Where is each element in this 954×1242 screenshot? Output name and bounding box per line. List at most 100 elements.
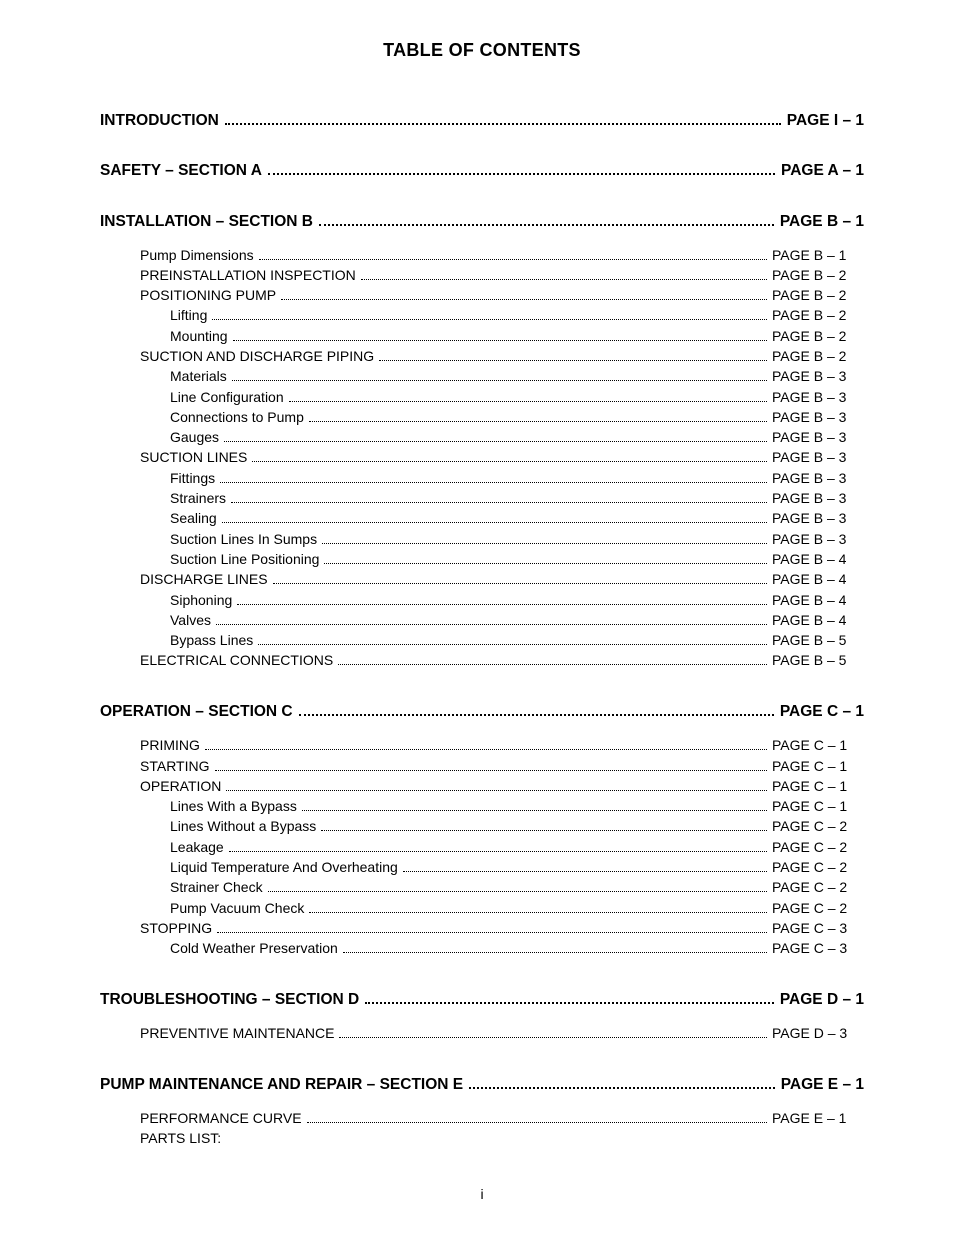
toc-entry-page: PAGE C – 2 — [772, 816, 864, 836]
toc-entry-page: PAGE B – 2 — [772, 326, 864, 346]
leader-dots — [205, 738, 767, 751]
leader-dots — [324, 551, 767, 564]
leader-dots — [365, 989, 774, 1005]
toc-entry-page: PAGE B – 3 — [772, 447, 864, 467]
toc-entry: Valves PAGE B – 4 — [100, 610, 864, 630]
leader-dots — [361, 267, 767, 280]
toc-entry-label: Materials — [170, 366, 227, 386]
toc-entry-label: SUCTION LINES — [140, 447, 247, 467]
toc-entry-page: PAGE C – 1 — [772, 735, 864, 755]
toc-entry-label: PRIMING — [140, 735, 200, 755]
toc-entry-page: PAGE C – 2 — [772, 898, 864, 918]
toc-entry: OPERATIONPAGE C – 1 — [100, 776, 864, 796]
toc-entry-label: Suction Line Positioning — [170, 549, 319, 569]
toc-entry-label: Valves — [170, 610, 211, 630]
toc-entry-label: Fittings — [170, 468, 215, 488]
leader-dots — [233, 328, 767, 341]
toc-entry-page: PAGE B – 5 — [772, 630, 864, 650]
toc-entry-page: PAGE B – 2 — [772, 305, 864, 325]
toc-section-page: PAGE I – 1 — [787, 112, 864, 130]
page-number-footer: i — [100, 1186, 864, 1202]
toc-entry: ELECTRICAL CONNECTIONSPAGE B – 5 — [100, 650, 864, 670]
toc-entry: Fittings PAGE B – 3 — [100, 468, 864, 488]
toc-entry-label: STOPPING — [140, 918, 212, 938]
leader-dots — [232, 369, 767, 382]
toc-entry-label: Siphoning — [170, 590, 232, 610]
toc-entry: LeakagePAGE C – 2 — [100, 837, 864, 857]
toc-entry: Connections to Pump PAGE B – 3 — [100, 407, 864, 427]
toc-entry: Siphoning PAGE B – 4 — [100, 590, 864, 610]
page-title: TABLE OF CONTENTS — [100, 40, 864, 61]
toc-entry: SUCTION LINES PAGE B – 3 — [100, 447, 864, 467]
toc-section-label: OPERATION – SECTION C — [100, 703, 293, 721]
leader-dots — [268, 160, 775, 176]
toc-section-operation: OPERATION – SECTION C PAGE C – 1 — [100, 701, 864, 722]
toc-section-label: SAFETY – SECTION A — [100, 162, 262, 180]
toc-entry-page: PAGE C – 3 — [772, 938, 864, 958]
leader-dots — [226, 778, 767, 791]
toc-entry-page: PAGE B – 3 — [772, 468, 864, 488]
toc-entry-label: Lifting — [170, 305, 207, 325]
toc-entry-page: PAGE E – 1 — [772, 1108, 864, 1128]
leader-dots — [379, 348, 767, 361]
toc-entry-page: PAGE B – 4 — [772, 610, 864, 630]
toc-section-trouble: TROUBLESHOOTING – SECTION D PAGE D – 1 — [100, 989, 864, 1010]
toc-entry-page: PAGE B – 3 — [772, 407, 864, 427]
toc-entries-trouble: PREVENTIVE MAINTENANCEPAGE D – 3 — [100, 1023, 864, 1043]
toc-entry: Lines Without a BypassPAGE C – 2 — [100, 816, 864, 836]
toc-entry-label: PREINSTALLATION INSPECTION — [140, 265, 356, 285]
toc-entry: SUCTION AND DISCHARGE PIPINGPAGE B – 2 — [100, 346, 864, 366]
toc-entry-page: PAGE B – 1 — [772, 245, 864, 265]
leader-dots — [289, 389, 767, 402]
toc-entry-page: PAGE B – 3 — [772, 387, 864, 407]
toc-section-page: PAGE B – 1 — [780, 213, 864, 231]
toc-entry-page: PAGE C – 1 — [772, 776, 864, 796]
leader-dots — [229, 839, 767, 852]
toc-section-page: PAGE E – 1 — [781, 1076, 864, 1094]
toc-entry-page: PAGE B – 3 — [772, 529, 864, 549]
leader-dots — [309, 409, 767, 422]
toc-entry: Suction Line PositioningPAGE B – 4 — [100, 549, 864, 569]
toc-entry-label: Bypass Lines — [170, 630, 253, 650]
toc-entries-operation: PRIMINGPAGE C – 1STARTINGPAGE C – 1OPERA… — [100, 735, 864, 958]
leader-dots — [338, 653, 767, 666]
toc-entry-label: PREVENTIVE MAINTENANCE — [140, 1023, 334, 1043]
toc-entry-label: PERFORMANCE CURVE — [140, 1108, 302, 1128]
toc-entry-page: PAGE B – 3 — [772, 427, 864, 447]
leader-dots — [343, 941, 767, 954]
toc-entry-label: Sealing — [170, 508, 217, 528]
toc-entry-label: Suction Lines In Sumps — [170, 529, 317, 549]
toc-entry-label: Leakage — [170, 837, 224, 857]
toc-entry-page: PAGE B – 2 — [772, 285, 864, 305]
toc-entry-page: PAGE C – 3 — [772, 918, 864, 938]
leader-dots — [259, 247, 767, 260]
leader-dots — [322, 531, 767, 544]
toc-section-label: PUMP MAINTENANCE AND REPAIR – SECTION E — [100, 1076, 463, 1094]
toc-entry-label: Strainers — [170, 488, 226, 508]
leader-dots — [302, 799, 767, 812]
toc-entry: Strainers PAGE B – 3 — [100, 488, 864, 508]
toc-entry-page: PAGE B – 4 — [772, 590, 864, 610]
toc-entry: STOPPING PAGE C – 3 — [100, 918, 864, 938]
leader-dots — [273, 572, 767, 585]
toc-section-page: PAGE D – 1 — [780, 991, 864, 1009]
toc-section-label: INSTALLATION – SECTION B — [100, 213, 313, 231]
toc-entry-page: PAGE B – 4 — [772, 569, 864, 589]
leader-dots — [216, 612, 767, 625]
toc-entry-page: PAGE C – 2 — [772, 857, 864, 877]
leader-dots — [299, 701, 774, 717]
toc-section-label: TROUBLESHOOTING – SECTION D — [100, 991, 359, 1009]
toc-entry-label: Connections to Pump — [170, 407, 304, 427]
toc-section-maint: PUMP MAINTENANCE AND REPAIR – SECTION E … — [100, 1073, 864, 1094]
toc-entry: Strainer CheckPAGE C – 2 — [100, 877, 864, 897]
toc-section-page: PAGE C – 1 — [780, 703, 864, 721]
toc-entry-label: Strainer Check — [170, 877, 263, 897]
toc-entry-label: STARTING — [140, 756, 210, 776]
toc-entry: POSITIONING PUMPPAGE B – 2 — [100, 285, 864, 305]
toc-section-install: INSTALLATION – SECTION B PAGE B – 1 — [100, 210, 864, 231]
toc-entry: Pump Vacuum CheckPAGE C – 2 — [100, 898, 864, 918]
toc-entry-page: PAGE B – 3 — [772, 488, 864, 508]
toc-entry: Liquid Temperature And OverheatingPAGE C… — [100, 857, 864, 877]
toc-entry: PRIMING PAGE C – 1 — [100, 735, 864, 755]
toc-entry-label: SUCTION AND DISCHARGE PIPING — [140, 346, 374, 366]
